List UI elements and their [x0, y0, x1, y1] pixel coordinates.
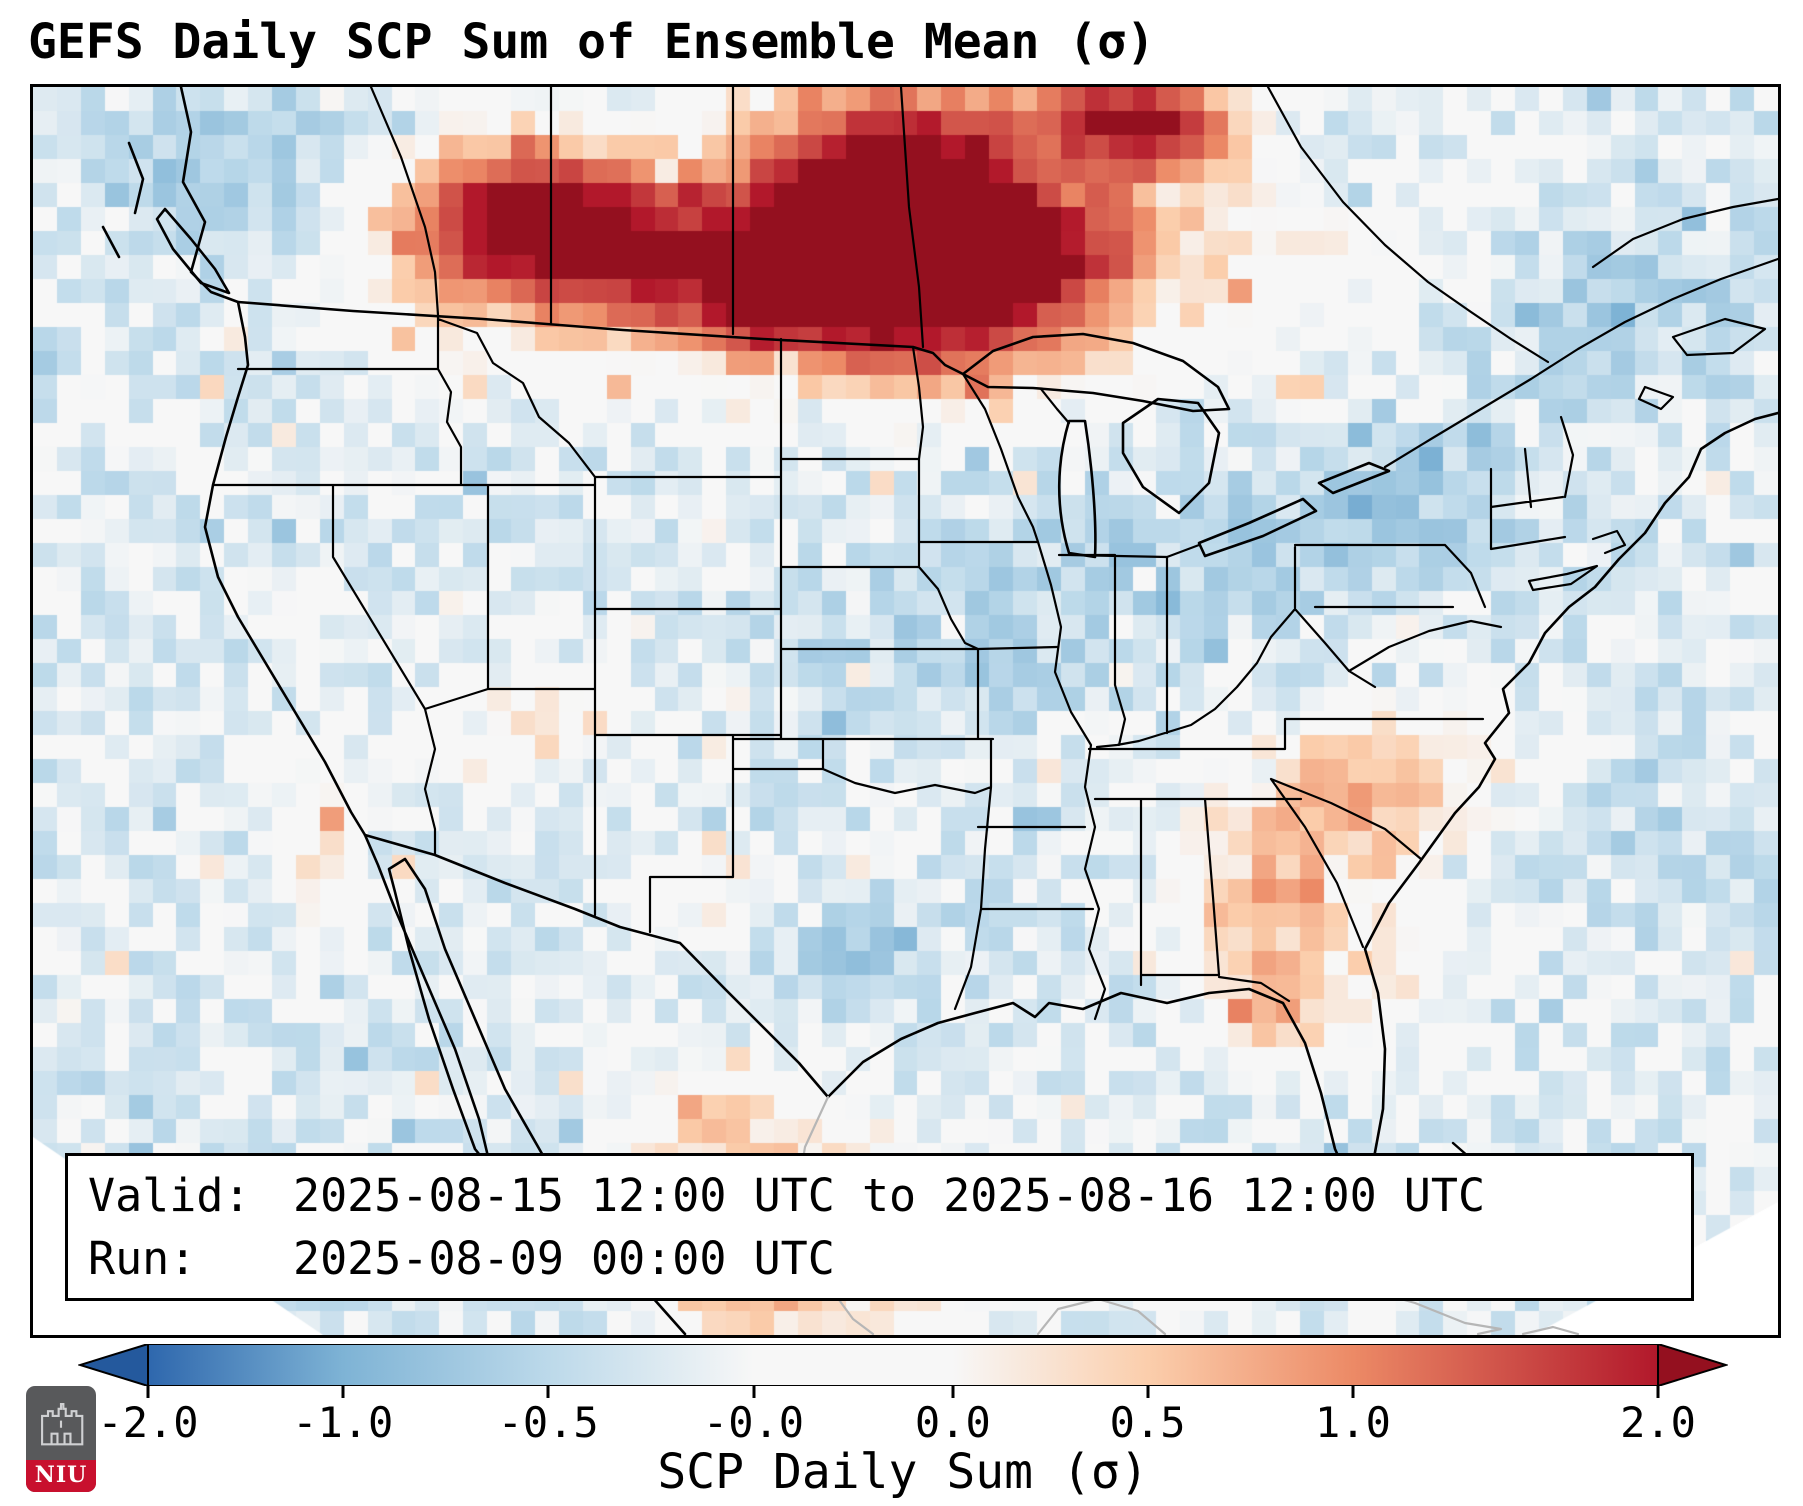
- niu-logo-text: NIU: [26, 1460, 96, 1492]
- valid-time-line: Valid: 2025-08-15 12:00 UTC to 2025-08-1…: [88, 1164, 1671, 1227]
- run-time-line: Run: 2025-08-09 00:00 UTC: [88, 1227, 1671, 1290]
- canada-us-border: [236, 300, 965, 376]
- pacific-coastline: [179, 87, 687, 1335]
- lake-superior: [961, 332, 1231, 413]
- vancouver-island: [155, 207, 231, 295]
- colorbar-tick: [752, 1386, 755, 1398]
- map-overlay: [101, 87, 1778, 1335]
- map-panel: Valid: 2025-08-15 12:00 UTC to 2025-08-1…: [30, 84, 1781, 1338]
- run-label: Run:: [88, 1232, 197, 1285]
- colorbar-tick-label: -2.0: [97, 1398, 199, 1447]
- scp-heatmap-canvas: [33, 87, 1778, 1335]
- colorbar-tick: [1656, 1386, 1660, 1398]
- colorbar-tick: [341, 1386, 345, 1398]
- atlantic-canada-coast: [1591, 197, 1778, 411]
- colorbar-gradient: [147, 1343, 1659, 1387]
- colorbar-tick: [951, 1386, 955, 1398]
- valid-label: Valid:: [88, 1169, 251, 1222]
- colorbar-tick-label: 1.0: [1315, 1398, 1391, 1447]
- long-island: [1527, 564, 1599, 592]
- st-lawrence-river: [1383, 257, 1778, 469]
- colorbar-axis-label: SCP Daily Sum (σ): [657, 1444, 1149, 1500]
- colorbar-tick-label: -0.5: [497, 1398, 599, 1447]
- figure-title: GEFS Daily SCP Sum of Ensemble Mean (σ): [28, 14, 1156, 70]
- colorbar-tick: [1351, 1386, 1355, 1398]
- niu-logo: NIU: [26, 1386, 96, 1492]
- colorbar-tick-label: -0.0: [702, 1398, 805, 1447]
- colorbar-tick: [1146, 1386, 1150, 1398]
- cape-cod: [1591, 529, 1627, 555]
- valid-value: 2025-08-15 12:00 UTC to 2025-08-16 12:00…: [293, 1169, 1486, 1222]
- colorbar: -2.0 -1.0 -0.5 -0.0 0.0 0.5 1.0 2.0: [76, 1342, 1730, 1474]
- canadian-province-borders: [369, 87, 1550, 364]
- lake-huron: [1121, 397, 1221, 515]
- colorbar-svg: [76, 1342, 1730, 1388]
- colorbar-tick-label: 0.0: [914, 1398, 991, 1447]
- pacific-islands: [101, 141, 145, 259]
- gulf-and-east-coastline: [826, 411, 1778, 1195]
- colorbar-tick-label: 2.0: [1620, 1398, 1696, 1447]
- run-value: 2025-08-09 00:00 UTC: [293, 1232, 835, 1285]
- us-mexico-border: [363, 833, 830, 1099]
- lake-erie: [1197, 497, 1318, 558]
- colorbar-tick-label: 0.5: [1109, 1398, 1186, 1447]
- colorbar-overflow-arrow: [1657, 1342, 1730, 1388]
- lake-michigan: [1057, 419, 1097, 559]
- state-borders: [211, 313, 1575, 1021]
- validity-info-box: Valid: 2025-08-15 12:00 UTC to 2025-08-1…: [65, 1153, 1694, 1301]
- colorbar-tick-label: -1.0: [292, 1398, 394, 1447]
- lake-ontario: [1317, 461, 1391, 495]
- colorbar-tick: [146, 1386, 150, 1398]
- niu-castle-icon: [35, 1386, 87, 1460]
- colorbar-tick: [546, 1386, 550, 1398]
- colorbar-underflow-arrow: [76, 1342, 149, 1388]
